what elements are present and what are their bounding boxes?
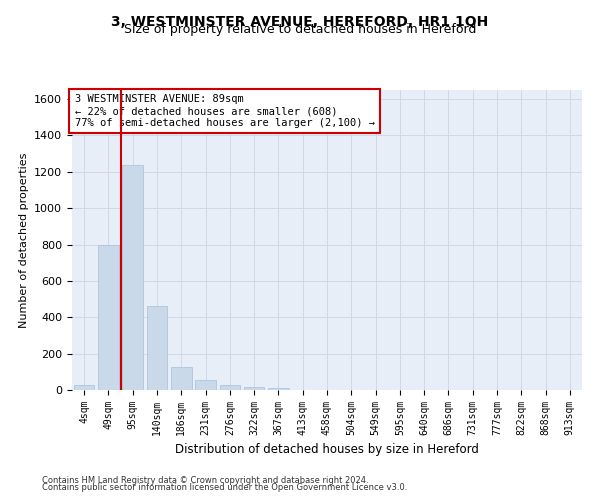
Text: Contains public sector information licensed under the Open Government Licence v3: Contains public sector information licen… [42, 484, 407, 492]
Bar [195, 380, 216, 390]
Text: 3, WESTMINSTER AVENUE, HEREFORD, HR1 1QH: 3, WESTMINSTER AVENUE, HEREFORD, HR1 1QH [112, 15, 488, 29]
Bar [268, 388, 289, 390]
Bar [171, 368, 191, 390]
Bar [122, 164, 143, 390]
Bar [98, 244, 119, 390]
Bar [244, 388, 265, 390]
Text: Size of property relative to detached houses in Hereford: Size of property relative to detached ho… [124, 22, 476, 36]
Bar [146, 306, 167, 390]
Text: Distribution of detached houses by size in Hereford: Distribution of detached houses by size … [175, 442, 479, 456]
Text: 3 WESTMINSTER AVENUE: 89sqm
← 22% of detached houses are smaller (608)
77% of se: 3 WESTMINSTER AVENUE: 89sqm ← 22% of det… [74, 94, 374, 128]
Bar [220, 386, 240, 390]
Bar [74, 384, 94, 390]
Text: Contains HM Land Registry data © Crown copyright and database right 2024.: Contains HM Land Registry data © Crown c… [42, 476, 368, 485]
Y-axis label: Number of detached properties: Number of detached properties [19, 152, 29, 328]
